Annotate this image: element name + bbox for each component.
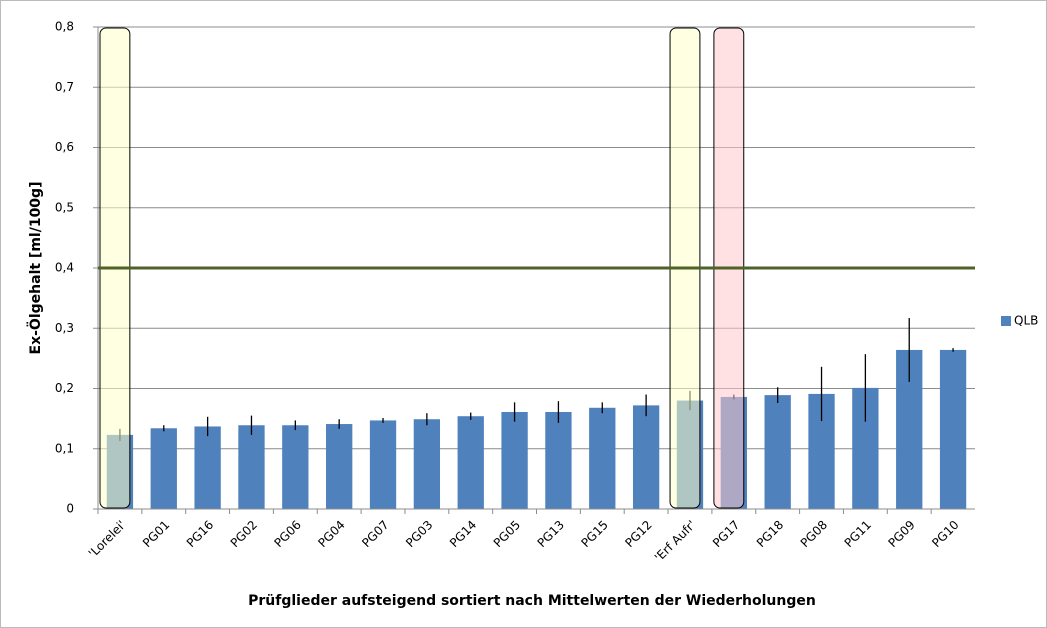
bar <box>150 428 177 509</box>
bar <box>326 424 353 509</box>
legend-swatch <box>1001 316 1011 326</box>
bar <box>545 411 572 509</box>
bar <box>282 425 309 509</box>
bar <box>369 420 397 509</box>
y-tick-label: 0,2 <box>55 381 74 395</box>
y-tick-label: 0,3 <box>55 321 74 335</box>
y-tick-label: 0,1 <box>55 441 74 455</box>
bar <box>194 426 221 509</box>
y-tick-label: 0,8 <box>55 20 74 34</box>
bar <box>589 407 616 509</box>
bar <box>632 405 660 509</box>
bar <box>501 411 528 509</box>
y-axis-title: Ex-Ölgehalt [ml/100g] <box>26 182 44 355</box>
bar <box>457 416 484 509</box>
bar <box>413 419 441 509</box>
bar <box>939 349 967 509</box>
y-tick-label: 0,6 <box>55 140 74 154</box>
y-tick-label: 0,5 <box>55 200 74 214</box>
legend-label: QLB <box>1014 314 1038 328</box>
bar <box>238 425 265 509</box>
x-axis-title: Prüfglieder aufsteigend sortiert nach Mi… <box>248 593 816 609</box>
y-tick-label: 0,7 <box>55 80 74 94</box>
y-tick-label: 0,4 <box>55 261 74 275</box>
bar <box>764 395 791 509</box>
y-tick-label: 0 <box>66 502 74 516</box>
